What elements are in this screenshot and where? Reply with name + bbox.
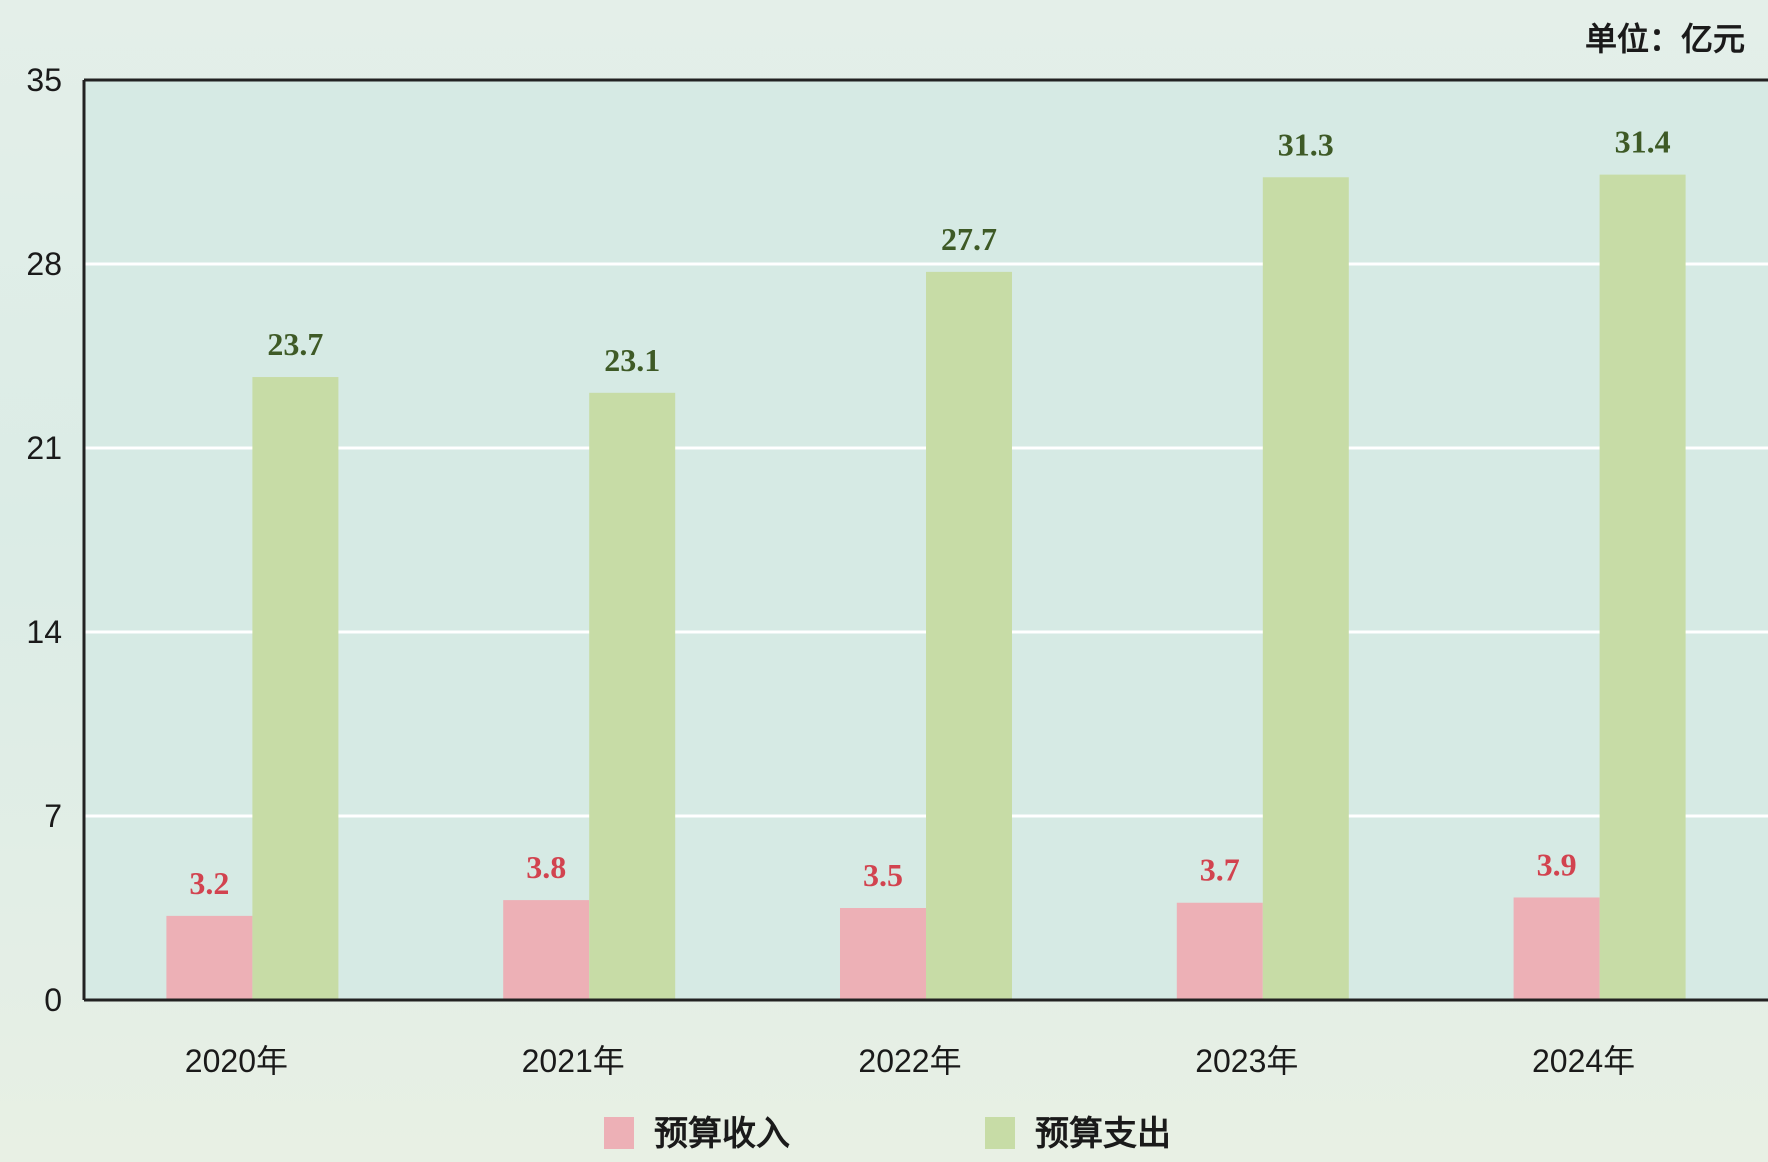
legend-swatch-income <box>604 1117 634 1149</box>
expense-bar <box>1262 177 1349 1000</box>
unit-label: 单位：亿元 <box>1585 21 1745 57</box>
expense-value-label: 23.7 <box>267 326 323 362</box>
expense-value-label: 27.7 <box>941 221 997 257</box>
expense-bar <box>1599 174 1686 1001</box>
income-value-label: 3.9 <box>1537 846 1577 882</box>
expense-value-label: 23.1 <box>604 342 660 378</box>
income-bar <box>1513 897 1600 1000</box>
y-tick-label: 35 <box>26 62 62 98</box>
y-tick-label: 21 <box>26 430 62 466</box>
x-tick-label: 2020年 <box>185 1043 288 1079</box>
expense-bar <box>252 377 339 1000</box>
legend-label-income: 预算收入 <box>654 1115 790 1153</box>
y-tick-label: 14 <box>26 614 62 650</box>
x-tick-label: 2022年 <box>858 1043 961 1079</box>
income-value-label: 3.5 <box>863 857 903 893</box>
income-bar <box>503 900 590 1000</box>
expense-bar <box>926 271 1012 1000</box>
income-value-label: 3.7 <box>1200 852 1240 888</box>
y-tick-label: 28 <box>26 246 62 282</box>
legend-label-expense: 预算支出 <box>1035 1115 1171 1153</box>
income-bar <box>166 915 253 1000</box>
income-value-label: 3.2 <box>189 865 229 901</box>
expense-bar <box>589 392 676 1000</box>
income-bar <box>840 908 926 1000</box>
expense-value-label: 31.4 <box>1615 124 1671 160</box>
plot-area: 0 7 14 21 28 35 3.2 23.7 2020年 3.8 23.1 2021年 3.5 27.… <box>26 62 1768 1079</box>
income-bar <box>1176 902 1263 1000</box>
y-tick-label: 7 <box>44 798 62 834</box>
y-tick-label: 0 <box>44 982 62 1018</box>
legend-swatch-expense <box>985 1117 1015 1149</box>
income-value-label: 3.8 <box>526 849 566 885</box>
legend: 预算收入 预算支出 <box>604 1115 1171 1153</box>
x-tick-label: 2023年 <box>1195 1043 1298 1079</box>
expense-value-label: 31.3 <box>1278 126 1334 162</box>
x-tick-label: 2024年 <box>1532 1043 1635 1079</box>
x-tick-label: 2021年 <box>522 1043 625 1079</box>
